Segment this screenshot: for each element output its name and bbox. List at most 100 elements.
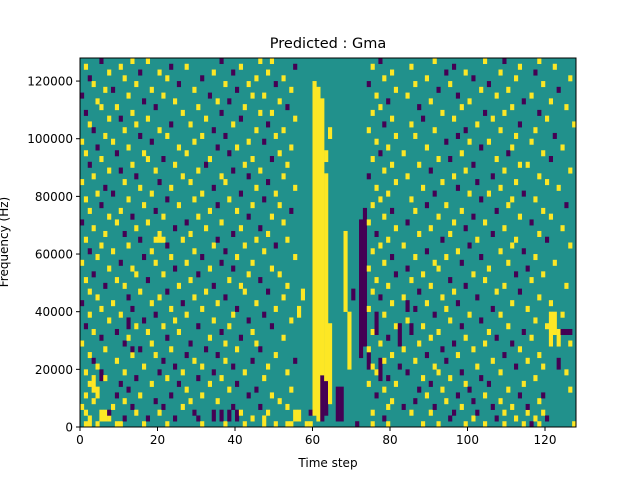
heatmap-cell	[393, 380, 399, 387]
heatmap-cell	[258, 277, 263, 284]
heatmap-cell	[529, 421, 534, 428]
heatmap-cell	[246, 317, 251, 324]
heatmap-cell	[424, 144, 430, 151]
heatmap-cell	[289, 144, 294, 151]
heatmap-cell	[180, 236, 185, 243]
heatmap-cell	[200, 305, 205, 312]
heatmap-cell	[455, 184, 461, 191]
heatmap-cell	[184, 386, 189, 393]
heatmap-cell	[246, 271, 251, 278]
heatmap-cell	[386, 144, 391, 151]
heatmap-cell	[200, 75, 205, 82]
heatmap-cell	[521, 380, 526, 387]
heatmap-cell	[142, 254, 147, 261]
heatmap-cell	[479, 254, 484, 261]
heatmap-cell	[552, 259, 557, 266]
heatmap-cell	[444, 398, 449, 405]
heatmap-cell	[308, 421, 313, 428]
heatmap-cell	[91, 357, 96, 364]
heatmap-cell	[87, 288, 92, 295]
heatmap-cell	[285, 403, 290, 410]
heatmap-cell	[537, 173, 542, 180]
heatmap-cell	[548, 300, 554, 307]
heatmap-cell	[393, 225, 399, 232]
heatmap-cell	[223, 248, 228, 255]
heatmap-cell	[545, 179, 550, 186]
heatmap-cell	[386, 421, 391, 428]
heatmap-cell	[370, 156, 375, 163]
heatmap-cell	[537, 109, 542, 116]
y-axis: 0 20000 40000 60000 80000 100000 120000	[27, 75, 80, 435]
heatmap-cell	[219, 219, 224, 226]
heatmap-cell	[99, 305, 104, 312]
heatmap-cell	[211, 184, 216, 191]
heatmap-cell	[289, 421, 294, 428]
heatmap-cell	[80, 340, 85, 347]
heatmap-cell	[281, 219, 286, 226]
heatmap-cell	[122, 75, 127, 82]
heatmap-cell	[142, 98, 147, 105]
heatmap-cell	[486, 328, 492, 335]
heatmap-cell	[370, 248, 375, 255]
heatmap-cell	[397, 323, 402, 347]
heatmap-cell	[223, 81, 228, 88]
heatmap-cell	[452, 173, 457, 180]
heatmap-cell	[227, 196, 232, 203]
heatmap-cell	[219, 173, 224, 180]
heatmap-cell	[405, 300, 410, 312]
heatmap-cell	[134, 225, 139, 232]
heatmap-cell	[300, 288, 306, 301]
heatmap-cell	[463, 334, 468, 341]
heatmap-cell	[95, 386, 100, 399]
heatmap-cell	[471, 213, 476, 220]
heatmap-cell	[537, 230, 542, 237]
heatmap-cell	[366, 127, 371, 134]
heatmap-cell	[238, 334, 244, 341]
heatmap-cell	[517, 161, 523, 168]
heatmap-cell	[370, 363, 375, 370]
heatmap-cell	[390, 69, 395, 76]
heatmap-cell	[219, 375, 224, 382]
heatmap-cell	[126, 196, 131, 203]
x-tick-label: 60	[305, 433, 320, 447]
heatmap-cell	[231, 167, 236, 174]
heatmap-cell	[138, 236, 143, 243]
heatmap-cell	[192, 86, 197, 93]
heatmap-cell	[138, 288, 143, 295]
heatmap-cell	[122, 369, 127, 376]
heatmap-cell	[529, 277, 534, 284]
x-tick-label: 0	[76, 433, 84, 447]
heatmap-cell	[502, 282, 507, 289]
heatmap-cell	[157, 127, 162, 134]
heatmap-cell	[293, 184, 298, 191]
heatmap-cell	[405, 317, 410, 324]
heatmap-cell	[111, 300, 116, 307]
heatmap-cell	[227, 386, 232, 393]
heatmap-cell	[548, 311, 554, 347]
heatmap-cell	[401, 242, 406, 249]
heatmap-cell	[390, 115, 395, 122]
heatmap-cell	[366, 305, 371, 312]
heatmap-cell	[87, 248, 92, 255]
heatmap-cell	[149, 190, 154, 197]
heatmap-cell	[401, 346, 406, 353]
heatmap-cell	[223, 421, 228, 428]
heatmap-cell	[95, 294, 100, 301]
heatmap-cell	[192, 196, 197, 203]
heatmap-cell	[308, 409, 313, 416]
heatmap-cell	[483, 219, 488, 226]
heatmap-cell	[432, 403, 437, 410]
heatmap-cell	[103, 409, 108, 422]
heatmap-cell	[498, 69, 503, 76]
heatmap-cell	[490, 357, 495, 364]
heatmap-cell	[459, 369, 464, 376]
heatmap-cell	[235, 409, 240, 422]
heatmap-cell	[169, 305, 174, 312]
heatmap-cell	[405, 369, 410, 376]
heatmap-cell	[262, 196, 267, 203]
heatmap-cell	[378, 104, 383, 111]
heatmap-cell	[118, 167, 123, 174]
heatmap-cell	[134, 375, 139, 382]
heatmap-cell	[521, 190, 526, 197]
heatmap-cell	[293, 63, 298, 70]
